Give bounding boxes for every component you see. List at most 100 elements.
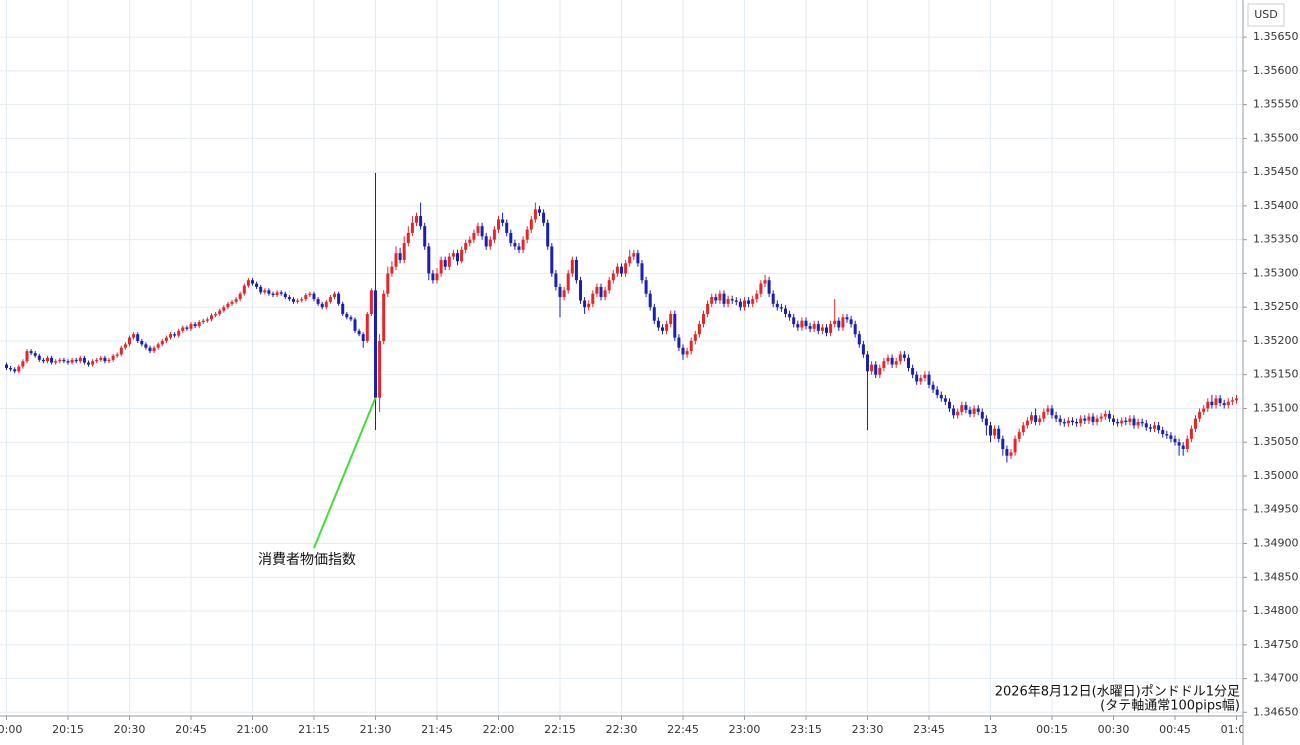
candle-body [759, 283, 763, 294]
candle-body [435, 273, 439, 281]
candle-body [386, 273, 390, 294]
candle-body [546, 222, 550, 247]
candle-body [677, 337, 681, 348]
candle-body [341, 303, 345, 314]
candle-body [919, 378, 923, 382]
candle-body [1034, 415, 1038, 422]
candle-body [923, 374, 927, 379]
candle-body [866, 354, 869, 372]
candle-body [316, 299, 320, 304]
candle-body [497, 219, 500, 230]
candle-body [968, 409, 972, 414]
candle-body [164, 337, 168, 341]
candle-body [1001, 438, 1005, 449]
candle-body [29, 351, 33, 354]
candle-body [673, 313, 677, 338]
candle-body [308, 293, 312, 296]
candle-body [636, 253, 640, 264]
candle-body [763, 280, 767, 284]
x-tick-label: 22:15 [544, 723, 576, 736]
candle-body [652, 307, 656, 321]
candle-body [1079, 418, 1083, 424]
candle-body [283, 293, 287, 298]
candle-body [661, 327, 664, 331]
candle-body [185, 327, 189, 329]
candle-body [1165, 434, 1169, 436]
candle-body [226, 303, 230, 308]
candle-body [279, 292, 283, 294]
candle-body [870, 364, 874, 372]
candle-body [177, 330, 181, 336]
candle-body [492, 229, 496, 240]
candle-body [587, 303, 591, 308]
candle-body [1112, 418, 1115, 422]
candle-body [595, 286, 599, 294]
candle-body [706, 303, 710, 314]
candle-body [702, 313, 705, 325]
candle-body [107, 359, 111, 362]
x-tick-label: 22:45 [667, 723, 699, 736]
candle-body [1206, 401, 1210, 409]
candle-body [95, 359, 99, 362]
candle-body [825, 327, 828, 333]
candle-body [800, 320, 804, 328]
candle-body [406, 232, 410, 244]
candle-body [890, 357, 894, 365]
candle-body [246, 280, 250, 286]
candle-body [993, 428, 997, 436]
candle-body [1009, 452, 1013, 456]
candle-body [980, 411, 984, 419]
candle-body [640, 263, 644, 281]
candle-body [1103, 413, 1107, 417]
candle-body [1017, 432, 1021, 439]
candle-body [222, 307, 226, 311]
candle-body [931, 384, 935, 390]
candle-body [5, 364, 8, 368]
candle-body [562, 290, 566, 298]
candle-body [1198, 411, 1202, 419]
candle-body [734, 300, 738, 302]
candle-body [976, 408, 980, 412]
candle-body [464, 243, 468, 250]
candle-body [1157, 425, 1161, 431]
y-tick-label: 1.35050 [1253, 435, 1299, 448]
candle-body [542, 212, 546, 223]
candle-body [41, 359, 45, 362]
candle-body [1161, 430, 1165, 435]
candle-body [251, 280, 254, 284]
candle-body [554, 273, 558, 287]
candle-body [1116, 421, 1120, 424]
candle-body [533, 209, 537, 220]
candle-body [320, 303, 324, 308]
candle-body [415, 216, 418, 223]
candle-body [423, 226, 427, 247]
candle-body [1050, 408, 1054, 416]
candle-body [287, 297, 291, 300]
candle-body [857, 334, 861, 345]
x-tick-label: 21:30 [360, 723, 392, 736]
candle-body [214, 313, 218, 316]
candle-body [907, 357, 910, 368]
annotation-text: 消費者物価指数 [258, 552, 356, 568]
candle-body [939, 394, 943, 399]
candle-body [378, 340, 382, 398]
annotation-line [313, 397, 377, 549]
candle-body [431, 273, 435, 281]
candle-body [845, 317, 849, 320]
candle-body [1087, 416, 1091, 421]
candle-body [1030, 415, 1033, 421]
candle-body [710, 297, 714, 304]
candle-body [1222, 403, 1226, 406]
candle-body [1099, 416, 1103, 419]
candle-body [1148, 427, 1152, 429]
x-tick-label: 21:15 [298, 723, 330, 736]
x-tick-label: 23:45 [913, 723, 945, 736]
candle-body [132, 334, 136, 338]
x-tick-label: 00:30 [1098, 723, 1130, 736]
candle-body [439, 259, 443, 274]
x-tick-label: 20:30 [114, 723, 146, 736]
candle-body [1230, 400, 1234, 402]
candle-body [296, 300, 300, 302]
candle-body [1210, 401, 1214, 406]
